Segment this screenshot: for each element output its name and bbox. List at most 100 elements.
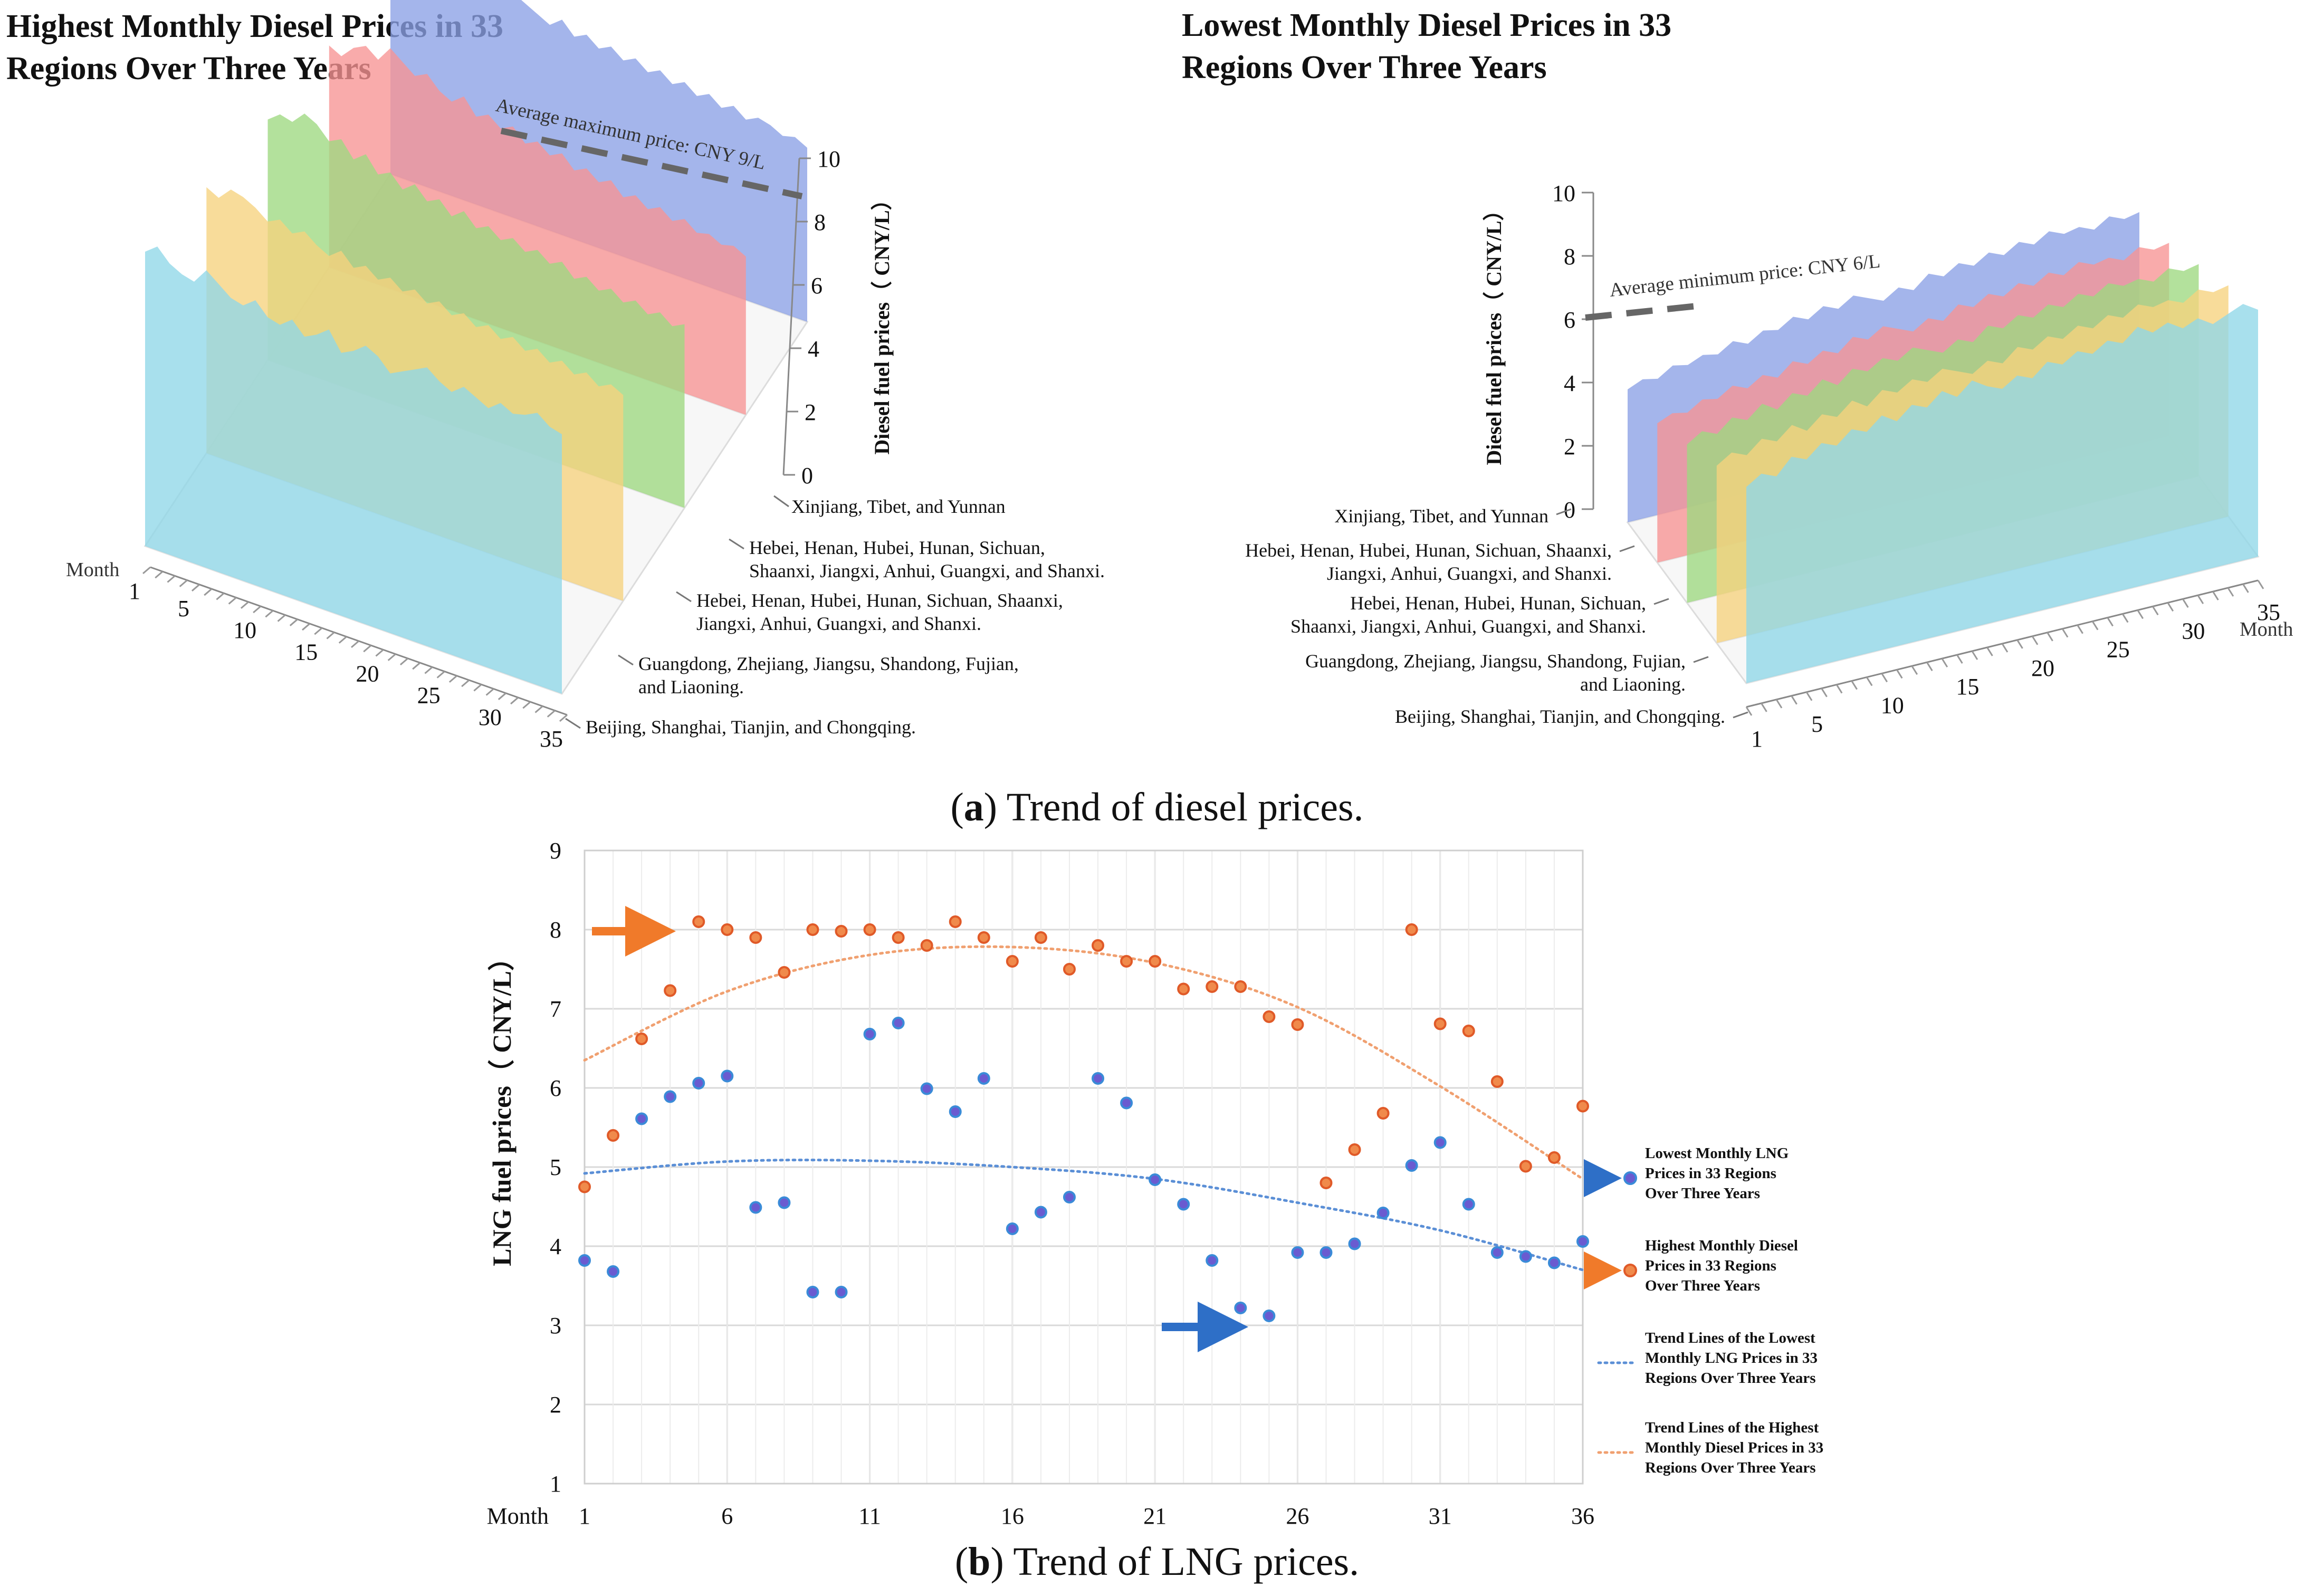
chart-c-y-tick-label: 7 — [550, 996, 561, 1022]
chart-c-point — [1405, 923, 1418, 936]
chart-c-point — [1462, 1025, 1475, 1037]
chart-c-grid — [584, 849, 1584, 1485]
chartA-y-tick-label: 6 — [811, 273, 823, 299]
chart-c-trendlines — [583, 945, 1584, 1272]
chartA-series-label: Xinjiang, Tibet, and Yunnan — [773, 495, 1006, 517]
caption-b: (b) Trend of LNG prices. — [955, 1540, 1359, 1584]
chartA-x-tick-label: 35 — [540, 726, 563, 752]
chart-c-point — [635, 1112, 648, 1125]
chart-c-x-ticks: 1 6 11 16 21 26 31 36 — [579, 1503, 1594, 1529]
chart-c-arrows — [592, 906, 1248, 1352]
chartB-x-tick-label: 1 — [1751, 726, 1763, 752]
caption-a: (a) Trend of diesel prices. — [950, 785, 1363, 829]
chartB-x-tick — [2077, 624, 2083, 634]
caption-a-text: ) Trend of diesel prices. — [984, 785, 1364, 829]
chart-c-point — [863, 1028, 876, 1040]
chart-b-x-axis-label: Month — [2240, 618, 2293, 641]
chartA-x-tick — [485, 688, 494, 696]
caption-b-letter: b — [968, 1540, 990, 1584]
chart-c-legend-label: Regions Over Three Years — [1645, 1370, 1816, 1387]
chartB-series-label-line: Hebei, Henan, Hubei, Hunan, Sichuan, — [1350, 592, 1646, 614]
chartA-x-tick — [351, 640, 359, 648]
chart-c-point — [1120, 955, 1133, 968]
chartB-series-label-line: Jiangxi, Anhui, Guangxi, and Shanxi. — [1327, 563, 1612, 584]
chart-c-point — [1462, 1198, 1475, 1211]
chartA-x-tick — [424, 666, 433, 674]
chart-c-point — [863, 923, 876, 936]
chart-c-point — [749, 931, 762, 944]
chart-c-legend-label: Trend Lines of the Highest — [1645, 1419, 1819, 1436]
chartA-x-tick — [498, 692, 506, 700]
chartA-series-label-line: Jiangxi, Anhui, Guangxi, and Shanxi. — [696, 613, 981, 634]
chartA-x-tick — [155, 571, 164, 579]
chart-c-point — [949, 1105, 962, 1118]
chart-c-point — [1206, 980, 1219, 993]
chart-b-y-axis-label: Diesel fuel prices（ CNY/L） — [1482, 199, 1506, 465]
chartB-x-tick — [1805, 691, 1813, 701]
chartB-series-label-line: Shaanxi, Jiangxi, Anhui, Guangxi, and Sh… — [1290, 616, 1646, 637]
chartA-x-tick — [228, 597, 237, 605]
chart-c-point — [1149, 955, 1162, 968]
chartA-series-label-line: Xinjiang, Tibet, and Yunnan — [791, 496, 1006, 517]
chart-b-avg-dash — [1585, 302, 1707, 321]
chartA-x-tick-label: 10 — [233, 617, 256, 643]
chartA-series-label-line: Beijing, Shanghai, Tianjin, and Chongqin… — [586, 716, 916, 738]
chartA-x-tick — [167, 575, 176, 583]
legend-marker-icon — [1623, 1171, 1637, 1185]
chart-c-point — [1519, 1160, 1532, 1173]
chartB-series-label-line: and Liaoning. — [1580, 674, 1686, 695]
caption-b-paren: ( — [955, 1540, 968, 1584]
chart-c-point — [1263, 1310, 1276, 1322]
chart-c-legend: Lowest Monthly LNG Prices in 33 Regions Ov… — [1584, 1145, 1823, 1476]
chartB-x-tick-label: 30 — [2182, 618, 2205, 644]
chartB-x-tick — [1866, 676, 1873, 686]
chartA-x-tick — [277, 614, 286, 622]
chartA-series-label-line: Guangdong, Zhejiang, Jiangsu, Shandong, … — [638, 653, 1019, 674]
chartB-x-tick — [2212, 591, 2219, 600]
pointer-icon — [676, 591, 692, 603]
chart-c-point — [1063, 963, 1076, 976]
chart-lowest-diesel-3d: Lowest Monthly Diesel Prices in 33 Regio… — [1182, 7, 2293, 752]
chartB-x-tick — [2091, 620, 2099, 630]
chartA-y-tick-label: 8 — [814, 209, 826, 235]
chartA-series-label-line: and Liaoning. — [638, 676, 744, 697]
chart-c-point — [1063, 1191, 1076, 1203]
chart-c-trendline — [583, 1159, 1584, 1272]
chart-c-point — [1206, 1254, 1219, 1267]
chart-c-point — [920, 1082, 933, 1095]
chartA-x-tick — [412, 662, 421, 670]
chart-c-legend-entry: Highest Monthly Diesel Prices in 33 Regio… — [1584, 1237, 1798, 1294]
chart-c-point — [835, 925, 848, 938]
chart-c-legend-label: Monthly Diesel Prices in 33 — [1645, 1439, 1823, 1456]
chart-c-point — [806, 1286, 819, 1298]
chartA-y-tick-label: 0 — [801, 463, 813, 489]
chartB-y-tick-label: 10 — [1552, 180, 1575, 206]
chartB-y-tick-label: 4 — [1564, 370, 1575, 396]
chartA-x-tick-label: 15 — [294, 639, 318, 665]
chartB-series-area — [1746, 304, 2258, 683]
chart-c-point — [778, 966, 791, 979]
chart-c-y-tick-label: 3 — [550, 1313, 561, 1339]
chart-c-x-tick-label: 36 — [1571, 1503, 1594, 1529]
chartA-series-area — [145, 246, 562, 694]
chart-c-legend-entry: Trend Lines of the Lowest Monthly LNG Pri… — [1597, 1330, 1818, 1387]
chartB-x-tick — [2197, 595, 2204, 605]
pointer-icon — [618, 654, 634, 666]
chart-c-point — [1149, 1173, 1162, 1186]
chartB-x-tick — [1896, 669, 1903, 679]
pointer-icon — [1653, 598, 1669, 605]
chartA-x-tick — [399, 657, 408, 666]
chart-a-title-line-2: Regions Over Three Years — [6, 51, 371, 87]
chart-c-point — [806, 923, 819, 936]
chart-c-legend-label: Over Three Years — [1645, 1185, 1760, 1202]
chartA-series-label-line: Shaanxi, Jiangxi, Anhui, Guangxi, and Sh… — [749, 560, 1105, 581]
chartB-y-tick-label: 8 — [1564, 244, 1575, 270]
chartA-x-tick — [387, 653, 396, 661]
chart-b-title-line-1: Lowest Monthly Diesel Prices in 33 — [1182, 7, 1671, 43]
chart-c-legend-entry: Lowest Monthly LNG Prices in 33 Regions Ov… — [1584, 1145, 1789, 1202]
chartA-series-label-line: Hebei, Henan, Hubei, Hunan, Sichuan, Sha… — [696, 590, 1063, 611]
chartA-x-tick — [302, 623, 311, 631]
chartB-series-label: Guangdong, Zhejiang, Jiangsu, Shandong, … — [1305, 651, 1709, 695]
chartB-x-tick — [2152, 606, 2159, 616]
chart-b-avg-label: Average minimum price: CNY 6/L — [1609, 250, 1881, 301]
